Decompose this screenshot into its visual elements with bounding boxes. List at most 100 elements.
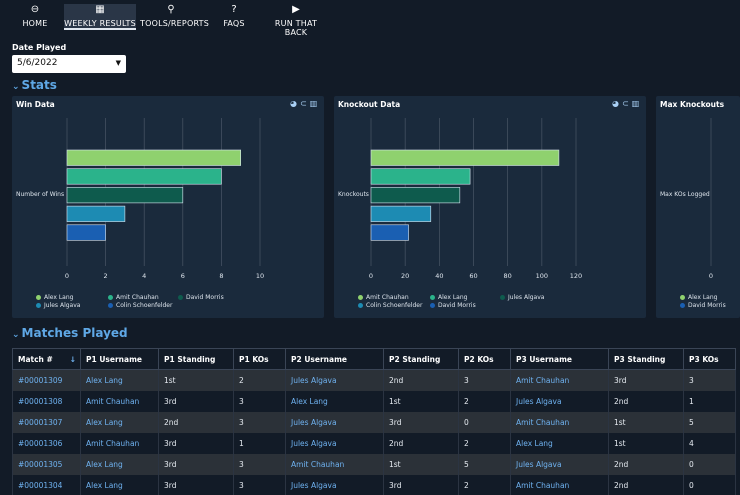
bar[interactable] — [66, 224, 106, 241]
column-header[interactable]: P3 KOs — [683, 348, 736, 370]
bar[interactable] — [66, 168, 222, 185]
table-cell[interactable]: Jules Algava — [285, 474, 384, 495]
legend-item[interactable]: Alex Lang — [430, 294, 467, 301]
matches-table-wrap: Match # ↓ P1 Username P1 Standing P1 KOs P2 U… — [12, 348, 740, 495]
bar[interactable] — [66, 205, 126, 222]
table-cell[interactable]: #00001304 — [12, 474, 81, 495]
table-cell[interactable]: #00001308 — [12, 390, 81, 412]
legend-item[interactable]: Alex Lang — [680, 294, 717, 301]
legend-item[interactable]: Jules Algava — [36, 302, 80, 309]
column-header[interactable]: P3 Username — [510, 348, 609, 370]
legend-label: Colin Schoenfelder — [366, 302, 423, 309]
table-cell[interactable]: Amit Chauhan — [510, 474, 609, 495]
table-cell[interactable]: Alex Lang — [80, 411, 159, 433]
table-cell[interactable]: Amit Chauhan — [510, 411, 609, 433]
legend-item[interactable]: Jules Algava — [500, 294, 544, 301]
table-view-icon[interactable]: ▥ — [309, 99, 318, 108]
table-cell[interactable]: Amit Chauhan — [510, 369, 609, 391]
table-header-row: Match # ↓ P1 Username P1 Standing P1 KOs P2 U… — [12, 348, 736, 370]
legend-item[interactable]: David Morris — [680, 302, 726, 309]
column-header[interactable]: P3 Standing — [608, 348, 684, 370]
nav-faqs[interactable]: ? FAQS — [218, 4, 250, 30]
top-nav: ⊖ HOME ▦ WEEKLY RESULTS ⚲ TOOLS/REPORTS … — [0, 0, 740, 37]
legend-item[interactable]: David Morris — [430, 302, 476, 309]
table-cell[interactable]: Jules Algava — [510, 390, 609, 412]
nav-tools-reports[interactable]: ⚲ TOOLS/REPORTS — [140, 4, 209, 30]
table-cell[interactable]: #00001309 — [12, 369, 81, 391]
table-cell[interactable]: Amit Chauhan — [80, 432, 159, 454]
nav-weekly-results[interactable]: ▦ WEEKLY RESULTS — [64, 4, 136, 30]
legend-swatch — [430, 295, 435, 300]
legend-swatch — [680, 303, 685, 308]
table-cell[interactable]: Amit Chauhan — [285, 453, 384, 475]
tick-label: 0 — [65, 272, 69, 280]
legend-item[interactable]: Colin Schoenfelder — [108, 302, 172, 309]
pie-chart-icon[interactable]: ◕ — [612, 99, 619, 108]
table-cell: 2nd — [158, 411, 234, 433]
tick-label: 60 — [469, 272, 477, 280]
bar[interactable] — [370, 224, 409, 241]
legend-item[interactable]: David Morris — [178, 294, 224, 301]
table-cell[interactable]: Jules Algava — [285, 369, 384, 391]
table-cell: 3 — [233, 411, 286, 433]
column-header[interactable]: P2 Username — [285, 348, 384, 370]
sort-arrow-icon[interactable]: ↓ — [69, 354, 76, 364]
table-cell: 1st — [608, 432, 684, 454]
nav-run-that-back[interactable]: ▶ RUN THAT BACK — [264, 4, 328, 37]
nav-home[interactable]: ⊖ HOME — [14, 4, 56, 30]
table-view-icon[interactable]: ▥ — [631, 99, 640, 108]
table-cell: 2 — [458, 474, 511, 495]
matches-section-toggle[interactable]: ⌄ Matches Played — [12, 326, 128, 340]
table-cell[interactable]: #00001307 — [12, 411, 81, 433]
table-cell[interactable]: Amit Chauhan — [80, 390, 159, 412]
bar[interactable] — [370, 205, 432, 222]
bar[interactable] — [370, 168, 471, 185]
chevron-down-icon[interactable]: ▼ — [115, 59, 121, 67]
tick-label: 6 — [181, 272, 185, 280]
table-row: #00001309 Alex Lang 1st 2 Jules Algava 2nd 3 Am… — [12, 369, 736, 391]
table-cell: 1 — [233, 432, 286, 454]
chart-tools: ◕ ⊂ ▥ — [611, 99, 640, 108]
table-cell: 3 — [683, 369, 736, 391]
legend-swatch — [358, 295, 363, 300]
column-header[interactable]: P2 KOs — [458, 348, 511, 370]
tick-label: 10 — [256, 272, 264, 280]
toggle-icon[interactable]: ⊂ — [622, 99, 629, 108]
table-cell[interactable]: #00001306 — [12, 432, 81, 454]
axis-label: Number of Wins — [16, 191, 64, 198]
column-header[interactable]: P1 KOs — [233, 348, 286, 370]
legend-item[interactable]: Colin Schoenfelder — [358, 302, 422, 309]
stats-section-toggle[interactable]: ⌄ Stats — [12, 78, 57, 92]
max-knockouts-card: Max Knockouts 0 Max KOs Logged Alex Lang D… — [656, 96, 740, 318]
table-cell: 5 — [683, 411, 736, 433]
bar[interactable] — [370, 149, 560, 166]
table-cell[interactable]: #00001305 — [12, 453, 81, 475]
legend-item[interactable]: Amit Chauhan — [108, 294, 159, 301]
legend-item[interactable]: Amit Chauhan — [358, 294, 409, 301]
table-cell[interactable]: Jules Algava — [285, 432, 384, 454]
table-cell[interactable]: Alex Lang — [80, 474, 159, 495]
table-cell[interactable]: Jules Algava — [285, 411, 384, 433]
table-cell[interactable]: Alex Lang — [80, 453, 159, 475]
table-cell[interactable]: Jules Algava — [510, 453, 609, 475]
bar[interactable] — [370, 187, 461, 204]
column-header[interactable]: P1 Username — [80, 348, 159, 370]
table-cell: 2nd — [608, 390, 684, 412]
table-cell: 3rd — [158, 453, 234, 475]
column-header[interactable]: Match # ↓ — [12, 348, 81, 370]
date-played-select[interactable]: 5/6/2022 ▼ — [12, 55, 126, 73]
column-header[interactable]: P1 Standing — [158, 348, 234, 370]
table-cell: 1st — [383, 390, 459, 412]
table-cell[interactable]: Alex Lang — [510, 432, 609, 454]
bar[interactable] — [66, 149, 241, 166]
table-cell[interactable]: Alex Lang — [80, 369, 159, 391]
table-cell: 3rd — [158, 390, 234, 412]
nav-run-that-back-label: RUN THAT BACK — [274, 19, 318, 37]
column-header[interactable]: P2 Standing — [383, 348, 459, 370]
table-row: #00001308 Amit Chauhan 3rd 3 Alex Lang 1st 2 Ju… — [12, 390, 736, 412]
toggle-icon[interactable]: ⊂ — [300, 99, 307, 108]
pie-chart-icon[interactable]: ◕ — [290, 99, 297, 108]
legend-item[interactable]: Alex Lang — [36, 294, 73, 301]
table-cell[interactable]: Alex Lang — [285, 390, 384, 412]
bar[interactable] — [66, 187, 184, 204]
